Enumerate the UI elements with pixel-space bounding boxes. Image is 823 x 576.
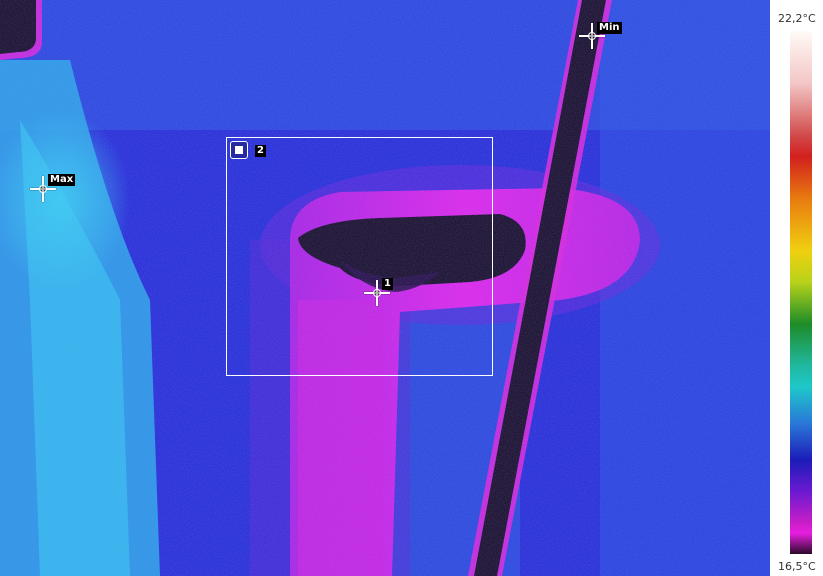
min-marker-crosshair-icon[interactable] — [579, 23, 605, 49]
scale-min-temp: 16,5°C — [778, 560, 816, 573]
roi-label: 2 — [255, 145, 266, 157]
scale-max-temp: 22,2°C — [778, 12, 816, 25]
color-scale-bar — [790, 31, 812, 554]
min-marker-label: Min — [597, 22, 622, 34]
spot-1-label: 1 — [382, 278, 393, 290]
spot-1-crosshair-icon[interactable] — [364, 280, 390, 306]
max-marker-label: Max — [48, 174, 76, 186]
roi-box-2[interactable] — [226, 137, 493, 376]
roi-square-icon[interactable] — [230, 141, 248, 159]
max-marker-crosshair-icon[interactable] — [30, 176, 56, 202]
thermal-image[interactable]: 2 Max Min 1 — [0, 0, 770, 576]
